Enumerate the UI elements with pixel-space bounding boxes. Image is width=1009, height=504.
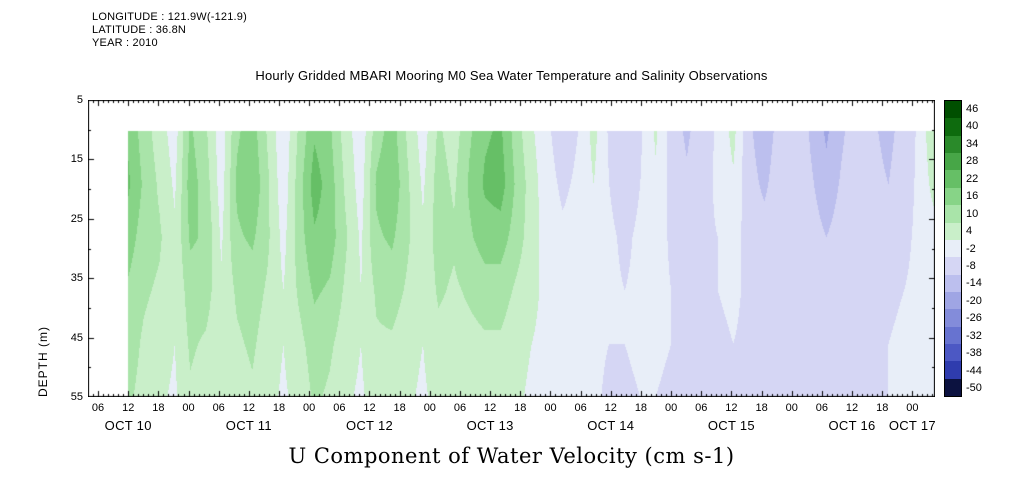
colorbar-tick-label: -26 [966, 312, 982, 325]
colorbar-tick-label: -2 [966, 242, 976, 255]
header-info: LONGITUDE : 121.9W(-121.9) LATITUDE : 36… [92, 11, 247, 50]
x-date-label: OCT 13 [466, 418, 514, 433]
y-depth-tick-label: 5 [76, 94, 83, 106]
x-hour-tick-label: 12 [725, 402, 738, 414]
colorbar-cell [945, 257, 961, 275]
colorbar-tick-label: 34 [966, 137, 979, 150]
colorbar-tick-label: 46 [966, 102, 979, 115]
x-hour-tick-label: 00 [664, 402, 678, 414]
x-date-label: OCT 11 [225, 418, 272, 433]
x-hour-tick-label: 06 [574, 402, 587, 414]
latitude-text: LATITUDE : 36.8N [92, 24, 187, 36]
colorbar-tick-label: 40 [966, 120, 979, 133]
colorbar-tick-label: 28 [966, 155, 979, 168]
x-hour-tick-label: 00 [303, 402, 316, 414]
colorbar-cell [945, 344, 961, 362]
x-date-label: OCT 12 [345, 418, 394, 433]
x-hour-tick-label: 06 [333, 402, 346, 414]
colorbar-tick-label: -8 [966, 259, 976, 272]
colorbar-cell [945, 222, 961, 240]
x-hour-tick-label: 06 [815, 402, 829, 414]
colorbar-cell [945, 101, 961, 119]
y-depth-tick-label: 25 [70, 212, 83, 225]
y-depth-tick-label: 45 [70, 331, 83, 344]
x-hour-tick-label: 18 [755, 402, 768, 414]
colorbar-cell [945, 187, 961, 206]
colorbar-cell [945, 170, 961, 188]
x-hour-tick-label: 06 [453, 402, 467, 414]
x-hour-tick-label: 00 [182, 402, 195, 414]
colorbar-tick-label: 16 [966, 190, 979, 203]
colorbar-cell [945, 309, 961, 327]
y-axis-title: DEPTH (m) [36, 326, 50, 397]
colorbar-tick-label: -50 [966, 382, 982, 395]
colorbar-cell [945, 291, 961, 310]
colorbar-cell [945, 326, 961, 345]
colorbar-cell [945, 205, 961, 223]
colorbar-tick-label: 10 [966, 207, 979, 220]
x-date-label: OCT 17 [888, 418, 936, 433]
x-hour-tick-label: 06 [695, 402, 708, 414]
x-hour-tick-label: 12 [604, 402, 617, 414]
colorbar-tick-label: 4 [966, 225, 973, 238]
x-hour-tick-label: 18 [393, 402, 406, 414]
colorbar-tick-label: -44 [966, 364, 982, 377]
x-hour-tick-label: 18 [514, 402, 527, 414]
x-hour-tick-label: 00 [423, 402, 436, 414]
x-hour-tick-label: 18 [634, 402, 648, 414]
x-hour-tick-label: 06 [212, 402, 225, 414]
y-depth-tick-label: 35 [70, 272, 83, 285]
x-hour-tick-label: 00 [544, 402, 557, 414]
x-hour-tick-label: 06 [91, 402, 105, 414]
colorbar-cell [945, 153, 961, 171]
colorbar-cell [945, 378, 961, 397]
x-date-label: OCT 16 [828, 418, 876, 433]
x-hour-tick-label: 12 [242, 402, 255, 414]
x-hour-tick-label: 18 [876, 402, 889, 414]
chart-title: Hourly Gridded MBARI Mooring M0 Sea Wate… [255, 68, 768, 83]
x-date-label: OCT 14 [587, 418, 635, 433]
x-hour-tick-label: 18 [152, 402, 165, 414]
year-text: YEAR : 2010 [92, 37, 158, 49]
x-hour-tick-label: 12 [363, 402, 376, 414]
colorbar-cell [945, 274, 961, 292]
colorbar-cell [945, 135, 961, 154]
colorbar-tick-label: -32 [966, 329, 982, 342]
heatmap-canvas [88, 100, 935, 397]
x-hour-tick-label: 12 [122, 402, 135, 414]
colorbar-cell [945, 118, 961, 136]
x-axis-title: U Component of Water Velocity (cm s-1) [288, 444, 735, 468]
colorbar-tick-label: -20 [966, 294, 982, 307]
x-date-label: OCT 15 [707, 418, 755, 433]
x-hour-tick-label: 12 [484, 402, 497, 414]
x-hour-tick-label: 12 [845, 402, 859, 414]
colorbar-tick-label: -38 [966, 347, 982, 360]
y-depth-tick-label: 55 [70, 391, 83, 403]
x-hour-tick-label: 00 [906, 402, 919, 414]
longitude-text: LONGITUDE : 121.9W(-121.9) [92, 11, 247, 23]
y-depth-tick-label: 15 [70, 153, 83, 166]
x-date-label: OCT 10 [104, 418, 152, 433]
x-hour-tick-label: 00 [785, 402, 798, 414]
x-hour-tick-label: 18 [272, 402, 286, 414]
colorbar-cell [945, 239, 961, 258]
colorbar-cell [945, 361, 961, 379]
colorbar [944, 100, 962, 397]
colorbar-tick-label: -14 [966, 277, 982, 290]
colorbar-tick-label: 22 [966, 172, 979, 185]
